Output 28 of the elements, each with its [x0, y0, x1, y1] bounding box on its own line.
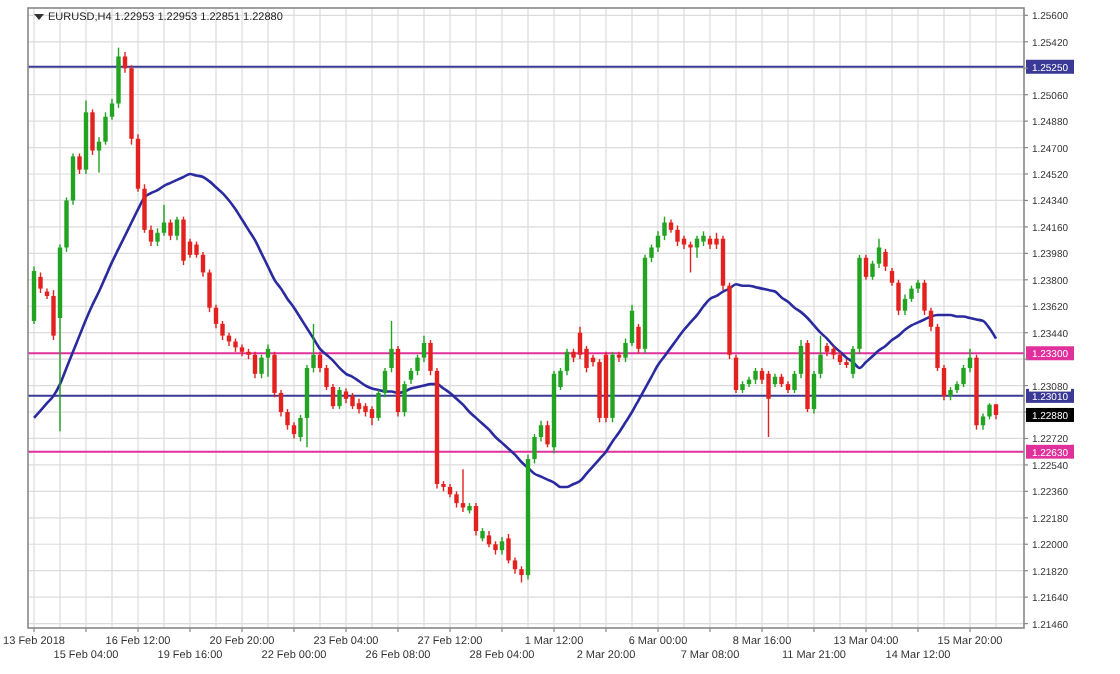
candlestick: [636, 323, 641, 354]
candlestick: [168, 218, 173, 241]
candlestick: [421, 334, 427, 363]
candlestick: [733, 354, 739, 394]
candlestick: [460, 468, 466, 513]
candlestick: [90, 108, 95, 156]
candlestick: [369, 405, 375, 426]
candlestick: [616, 351, 622, 363]
candlestick: [876, 237, 882, 269]
candlestick: [402, 380, 407, 418]
candlestick: [51, 289, 56, 341]
candlestick: [473, 502, 479, 537]
candlestick: [902, 293, 908, 316]
candlestick: [545, 420, 550, 448]
candlestick: [337, 386, 342, 410]
candlestick: [675, 224, 680, 247]
candlestick: [883, 248, 888, 272]
candlestick: [181, 215, 186, 266]
candlestick: [265, 343, 271, 378]
candlestick: [38, 271, 43, 294]
candlestick: [577, 326, 583, 360]
candlestick: [766, 370, 771, 438]
candlestick: [863, 254, 869, 281]
candlestick: [252, 351, 258, 379]
candlestick: [174, 215, 180, 241]
line-series: [32, 172, 998, 489]
candlestick: [389, 320, 394, 374]
candlestick: [77, 152, 82, 175]
